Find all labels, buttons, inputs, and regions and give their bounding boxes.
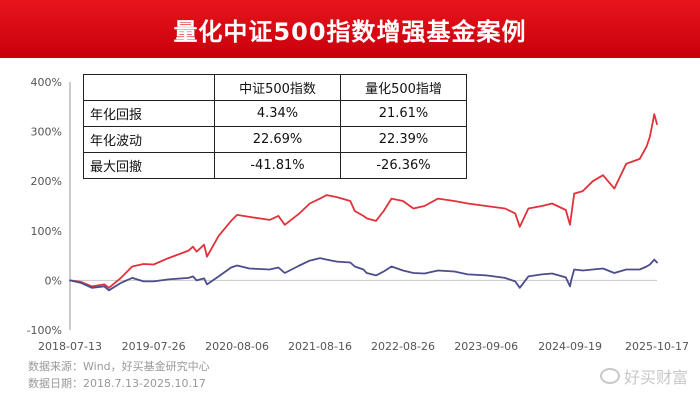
table-cell: -41.81% xyxy=(214,152,341,179)
series-line-quant-500 xyxy=(69,113,658,289)
y-tick-label: 100% xyxy=(31,225,62,238)
y-tick-label: 0% xyxy=(45,274,62,287)
table-header-row: 中证500指数 量化500指增 xyxy=(83,74,467,101)
y-tick-label: -100% xyxy=(27,324,62,337)
table-row: 年化波动 22.69% 22.39% xyxy=(83,126,467,153)
table-row-label: 最大回撤 xyxy=(83,152,215,179)
line-chart: 400% 300% 200% 100% 0% -100% 2018-07-13 2019-07… xyxy=(27,76,689,353)
footer: 数据来源：Wind，好买基金研究中心 数据日期：2018.7.13-2025.1… xyxy=(28,358,210,392)
x-tick-label: 2018-07-13 xyxy=(38,340,102,353)
x-tick-label: 2020-08-06 xyxy=(205,340,269,353)
stats-table: 中证500指数 量化500指增 年化回报 4.34% 21.61% 年化波动 2… xyxy=(83,74,467,179)
title-banner: 量化中证500指数增强基金案例 xyxy=(0,0,700,58)
series-line-csi-500 xyxy=(69,257,658,292)
table-cell: -26.36% xyxy=(340,152,467,179)
table-cell: 21.61% xyxy=(340,100,467,127)
banner-title: 量化中证500指数增强基金案例 xyxy=(173,17,527,46)
x-tick-label: 2021-08-16 xyxy=(288,340,352,353)
table-row-label: 年化回报 xyxy=(83,100,215,127)
table-row: 最大回撤 -41.81% -26.36% xyxy=(83,152,467,179)
table-row: 年化回报 4.34% 21.61% xyxy=(83,100,467,127)
x-tick-label: 2024-09-19 xyxy=(538,340,602,353)
data-source-note: 数据来源：Wind，好买基金研究中心 xyxy=(28,360,210,373)
watermark: 好买财富 xyxy=(599,364,688,388)
x-tick-label: 2023-09-06 xyxy=(454,340,518,353)
y-tick-label: 300% xyxy=(31,126,62,139)
x-tick-label: 2019-07-26 xyxy=(122,340,186,353)
watermark-text: 好买财富 xyxy=(623,368,688,387)
data-date-note: 数据日期：2018.7.13-2025.10.17 xyxy=(28,377,206,390)
table-header-cell xyxy=(83,74,215,101)
table-row-label: 年化波动 xyxy=(83,126,215,153)
y-tick-label: 400% xyxy=(31,76,62,89)
table-header-cell: 量化500指增 xyxy=(340,74,467,101)
x-tick-label: 2025-10-17 xyxy=(625,340,689,353)
x-tick-label: 2022-08-26 xyxy=(371,340,435,353)
table-header-cell: 中证500指数 xyxy=(214,74,341,101)
y-tick-label: 200% xyxy=(31,175,62,188)
table-cell: 4.34% xyxy=(214,100,341,127)
weibo-icon xyxy=(599,368,620,384)
table-cell: 22.69% xyxy=(214,126,341,153)
table-cell: 22.39% xyxy=(340,126,467,153)
